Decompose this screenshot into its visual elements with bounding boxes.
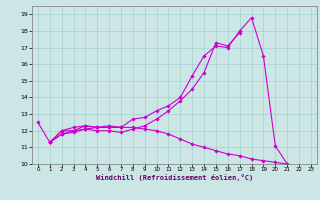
X-axis label: Windchill (Refroidissement éolien,°C): Windchill (Refroidissement éolien,°C) (96, 174, 253, 181)
